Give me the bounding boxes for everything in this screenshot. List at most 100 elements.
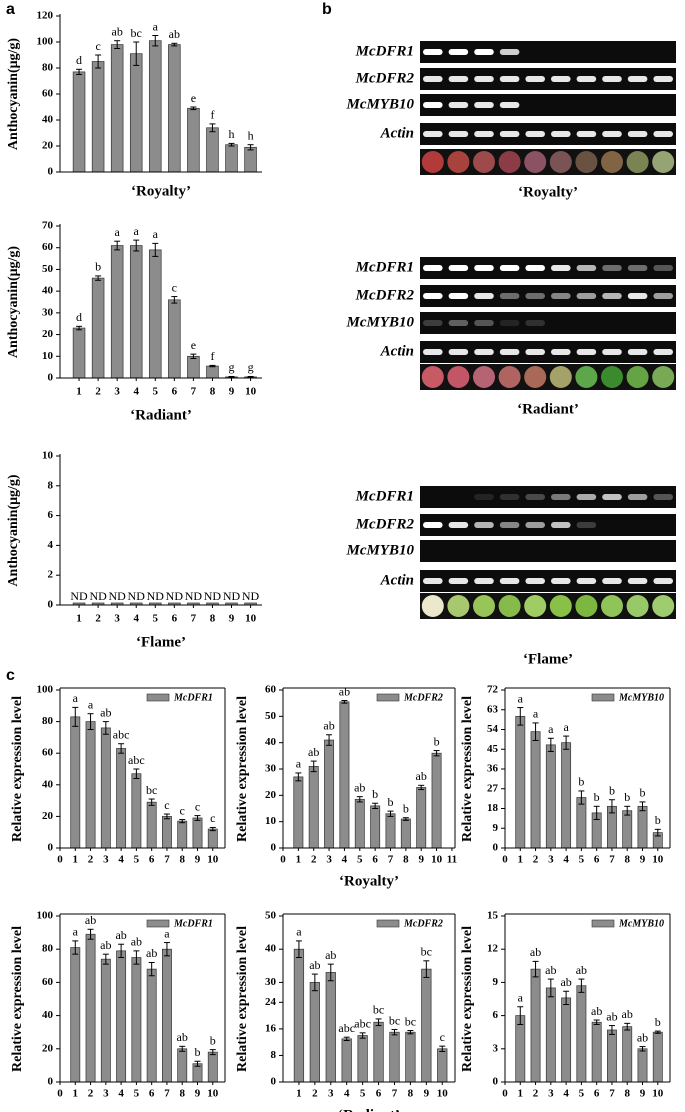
bar [177,1048,188,1083]
gel-band [474,522,494,528]
x-tick-label: 10 [207,854,219,866]
bar-annotation: a [563,720,569,734]
bar [244,146,257,173]
y-tick-label: 0 [48,1076,54,1088]
gel-band [627,265,648,271]
gel-band [551,76,571,82]
bar [341,1038,352,1083]
y-tick-label: 0 [48,842,54,854]
x-tick-label: 4 [118,1088,124,1100]
x-tick-label: 9 [640,1088,646,1100]
y-tick-label: 50 [265,710,277,722]
x-tick-label: 10 [245,613,257,625]
y-tick-label: 9 [493,976,499,988]
x-tick-label: 4 [133,613,139,625]
bar [110,245,124,379]
bar [308,766,319,849]
y-tick-label: 0 [271,1076,277,1088]
gel-band [423,320,443,326]
gel-band [525,131,545,137]
x-tick-label: 1 [73,854,79,866]
bar [116,748,127,849]
bar-annotation: ab [545,963,556,977]
bar-annotation: ab [131,935,142,949]
bar-annotation: ab [606,1009,617,1023]
bar [515,1015,526,1083]
gel-band [551,349,571,355]
gel-band [653,293,673,299]
leaf-disc [473,366,495,388]
x-tick-label: 3 [114,613,120,625]
x-tick-label: 6 [172,386,178,398]
y-tick-label: 15 [487,910,499,922]
bar-annotation: ab [100,938,111,952]
y-tick-label: 4 [48,539,54,551]
y-tick-label: 40 [265,736,277,748]
x-tick-label: 4 [118,854,124,866]
y-tick-label: 30 [265,763,277,775]
x-tick-label: 7 [164,1088,170,1100]
gel-band [602,131,622,137]
gel-title: ‘Royalty’ [518,184,578,200]
gel-band [448,349,469,355]
legend-swatch [376,693,400,702]
y-tick-label: 40 [42,778,54,790]
leaf-disc [524,366,547,388]
gel-band [525,76,545,82]
gel-band [627,349,648,355]
bar-annotation: ab [560,975,571,989]
bar-annotation: ab [323,719,334,733]
bar-annotation: b [95,260,101,274]
leaf-disc [524,595,547,617]
x-tick-label: 7 [392,1088,398,1100]
gel-band [627,293,648,299]
gel-band [474,49,494,55]
legend-label: McMYB10 [618,918,664,929]
bar-annotation: bc [373,1003,384,1017]
gene-label: McDFR2 [355,70,415,86]
leaf-disc [498,151,521,173]
bar [149,40,162,173]
bar [206,127,219,173]
gel-strip [420,123,676,145]
leaf-disc [575,595,598,617]
gel-band [602,293,622,299]
x-tick-label: 7 [191,386,197,398]
bar-annotation: b [655,1015,661,1029]
bar-annotation: a [296,757,302,771]
bar-annotation: d [76,310,82,324]
bar [370,805,381,849]
x-tick-label: 9 [229,386,235,398]
x-tick-label: 10 [245,386,257,398]
gel-band [474,578,494,584]
bar [72,71,86,173]
y-tick-label: 16 [265,1022,277,1034]
gel-band [653,494,673,500]
bar [576,797,587,849]
x-tick-label: 4 [342,854,348,866]
x-tick-label: 0 [57,1088,63,1100]
gel-band [602,349,622,355]
bar [622,810,633,849]
bar [146,968,157,1083]
legend-label: McDFR1 [173,692,213,703]
x-tick-label: 7 [164,854,170,866]
bar [561,997,572,1083]
bar [162,816,172,849]
bar [207,1051,218,1083]
y-tick-label: 2 [48,569,54,581]
bar-annotation: b [210,1033,216,1047]
gel-band [423,131,443,137]
y-tick-label: 72 [487,684,499,696]
bar-annotation: b [655,813,661,827]
x-tick-label: 3 [114,386,120,398]
x-tick-label: 8 [179,854,185,866]
bar-annotation: bc [421,945,432,959]
x-tick-label: 6 [372,854,378,866]
y-tick-label: 60 [265,684,277,696]
gene-label: McDFR2 [355,516,415,532]
legend-swatch [591,919,615,928]
bar-annotation: ab [325,948,336,962]
bar-annotation: a [518,691,524,705]
bar-annotation: a [115,225,121,239]
